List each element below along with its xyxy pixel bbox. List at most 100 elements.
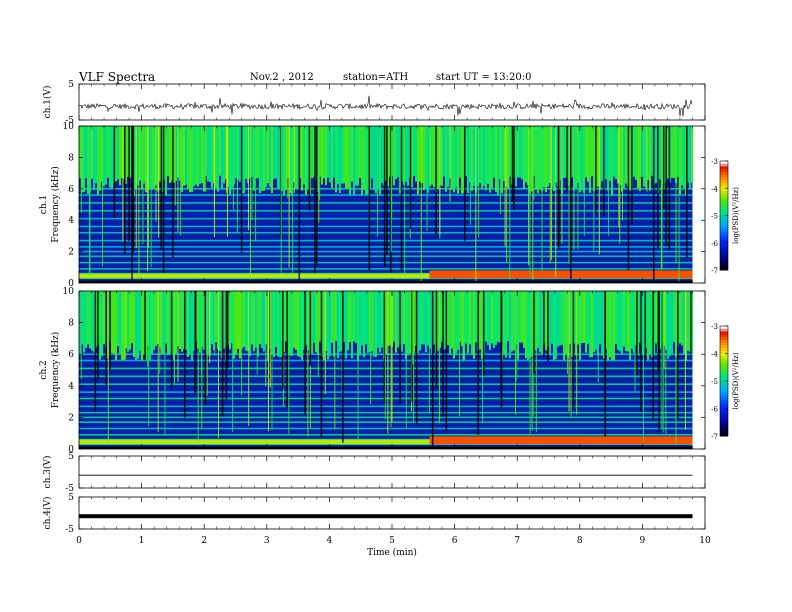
noise-column	[641, 126, 643, 177]
noise-column	[685, 291, 687, 361]
noise-column	[331, 291, 333, 343]
colorbar-cell	[720, 177, 728, 181]
sferic-line	[184, 291, 186, 418]
sferic-line	[684, 291, 686, 431]
sferic-line	[377, 126, 379, 237]
noise-column	[327, 126, 329, 178]
noise-column	[343, 291, 345, 342]
noise-column	[193, 126, 195, 187]
colorbar-cell	[720, 199, 728, 203]
noise-column	[195, 126, 197, 185]
tone-stripe	[79, 427, 693, 430]
noise-column	[249, 291, 251, 357]
noise-column	[81, 291, 83, 345]
noise-column	[611, 291, 613, 361]
noise-column	[545, 291, 547, 351]
noise-column	[625, 126, 627, 184]
sferic-line	[399, 291, 401, 404]
sferic-line	[288, 126, 290, 268]
sferic-line	[678, 126, 680, 282]
colorbar-cell	[720, 422, 728, 426]
noise-column	[649, 291, 651, 354]
sferic-line	[618, 126, 620, 228]
noise-column	[103, 126, 105, 187]
sferic-line	[439, 126, 441, 235]
sferic-line	[583, 126, 585, 236]
sferic-line	[172, 126, 174, 258]
sferic-line	[132, 126, 135, 253]
noise-column	[679, 291, 681, 344]
sferic-line	[334, 291, 336, 430]
noise-column	[487, 291, 489, 346]
sferic-line	[513, 126, 515, 211]
noise-column	[521, 291, 523, 343]
noise-column	[421, 291, 423, 345]
noise-column	[655, 291, 657, 344]
sferic-line	[293, 126, 295, 194]
noise-column	[107, 126, 109, 178]
noise-column	[503, 291, 505, 355]
colorbar-cell	[720, 389, 728, 393]
colorbar-cell	[720, 397, 728, 401]
noise-column	[271, 126, 273, 194]
noise-column	[335, 126, 337, 193]
x-tick-label: 9	[640, 536, 646, 546]
noise-column	[313, 291, 315, 343]
sferic-line	[226, 126, 228, 237]
noise-column	[281, 291, 283, 357]
noise-column	[527, 126, 529, 186]
sferic-line	[80, 126, 82, 213]
noise-column	[163, 291, 165, 354]
noise-column	[193, 291, 195, 351]
noise-column	[129, 291, 131, 350]
noise-column	[83, 126, 85, 193]
noise-column	[123, 291, 125, 361]
noise-column	[333, 291, 335, 357]
noise-column	[677, 126, 679, 178]
noise-column	[189, 291, 191, 354]
sferic-line	[657, 126, 659, 249]
noise-column	[187, 291, 189, 357]
noise-column	[575, 291, 577, 356]
noise-column	[629, 126, 631, 191]
sferic-line	[644, 291, 647, 362]
noise-column	[455, 291, 457, 355]
zero-band	[79, 446, 693, 449]
colorbar-tick-label: -6	[711, 240, 718, 248]
noise-column	[425, 126, 427, 189]
noise-column	[307, 126, 309, 190]
noise-column	[157, 126, 159, 192]
colorbar-cell	[720, 237, 728, 241]
sferic-line	[131, 126, 133, 280]
noise-column	[381, 291, 383, 348]
noise-column	[625, 291, 627, 352]
colorbar-cell	[720, 419, 728, 423]
sferic-line	[668, 126, 671, 250]
noise-column	[597, 126, 599, 187]
sferic-line	[80, 291, 82, 380]
sferic-line	[318, 126, 320, 224]
noise-column	[361, 126, 363, 196]
sferic-line	[550, 126, 552, 260]
noise-column	[543, 126, 545, 188]
noise-column	[563, 126, 565, 178]
low-band-strong	[429, 270, 693, 279]
noise-column	[175, 126, 177, 181]
colorbar-label: log(PSD)(V²/Hz)	[732, 352, 740, 409]
sferic-line	[566, 126, 568, 190]
noise-column	[371, 291, 373, 352]
noise-column	[569, 291, 571, 345]
noise-column	[523, 291, 525, 349]
sferic-line	[255, 126, 257, 242]
noise-column	[239, 126, 241, 183]
noise-column	[91, 126, 93, 179]
sferic-line	[478, 126, 480, 238]
noise-column	[261, 126, 263, 191]
sferic-line	[570, 126, 572, 280]
noise-column	[389, 291, 391, 346]
sferic-line	[304, 291, 306, 415]
noise-column	[169, 291, 171, 354]
noise-column	[229, 126, 231, 195]
y-tick-label: -5	[65, 116, 74, 126]
noise-column	[653, 291, 655, 356]
